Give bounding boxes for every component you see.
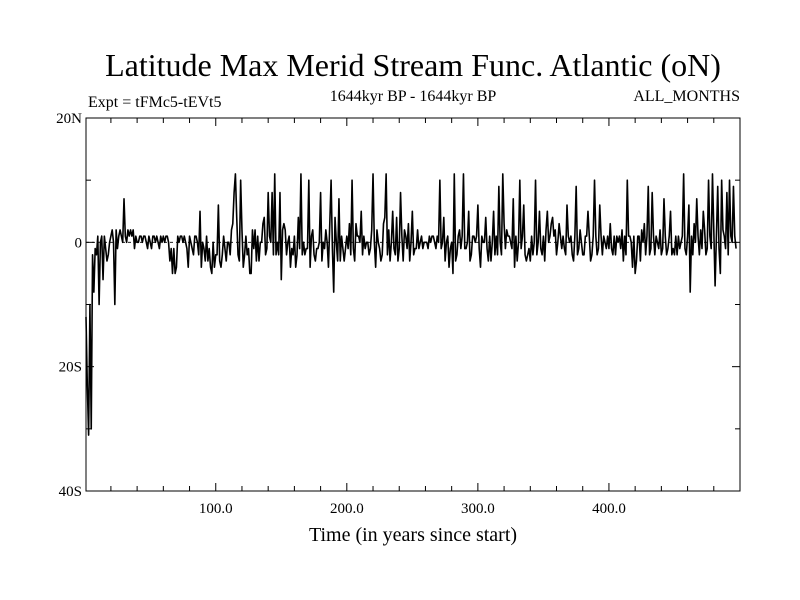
subtitle-left: Expt = tFMc5-tEVt5 xyxy=(88,94,221,111)
x-tick-label: 300.0 xyxy=(461,501,495,517)
x-tick-label: 100.0 xyxy=(199,501,233,517)
x-tick-label: 200.0 xyxy=(330,501,364,517)
y-tick-label: 20N xyxy=(56,111,82,127)
subtitle-right: ALL_MONTHS xyxy=(633,88,740,105)
x-axis-label: Time (in years since start) xyxy=(309,524,517,546)
y-tick-label: 20S xyxy=(59,360,82,376)
plot-frame xyxy=(85,117,741,492)
chart-title: Latitude Max Merid Stream Func. Atlantic… xyxy=(105,47,721,83)
x-tick-label: 400.0 xyxy=(592,501,626,517)
series-line xyxy=(85,173,737,436)
y-tick-label: 40S xyxy=(59,484,82,500)
plot-area: 20N 0 20S 40S 100.0 200.0 300.0 400.0 xyxy=(56,111,740,517)
subtitle-center: 1644kyr BP - 1644kyr BP xyxy=(330,88,497,105)
y-tick-label: 0 xyxy=(75,235,83,251)
